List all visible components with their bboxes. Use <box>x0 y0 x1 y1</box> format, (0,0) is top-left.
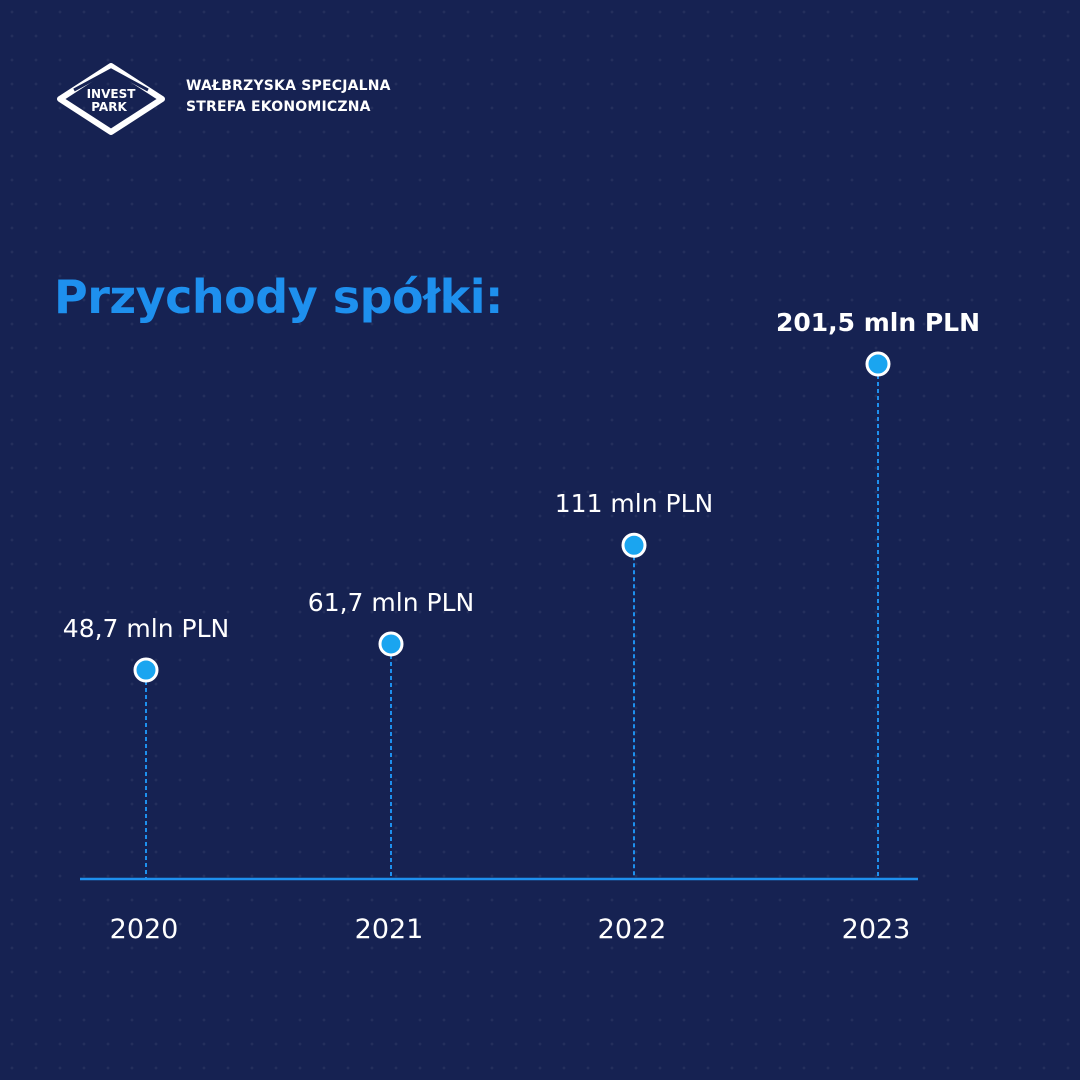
data-point <box>865 351 891 377</box>
svg-text:INVEST: INVEST <box>87 87 137 101</box>
brand-name-line2: STREFA EKONOMICZNA <box>186 99 371 115</box>
chart-title: Przychody spółki: <box>54 270 503 324</box>
invest-park-logo: INVEST PARK <box>57 63 165 135</box>
svg-text:PARK: PARK <box>91 100 127 114</box>
data-point <box>621 532 647 558</box>
x-tick-label: 2020 <box>110 914 179 945</box>
brand-name-line1: WAŁBRZYSKA SPECJALNA <box>186 78 391 94</box>
data-label: 201,5 mln PLN <box>776 308 980 337</box>
data-label: 48,7 mln PLN <box>63 614 229 643</box>
data-label: 61,7 mln PLN <box>308 588 474 617</box>
data-point <box>378 631 404 657</box>
brand-name: WAŁBRZYSKA SPECJALNA STREFA EKONOMICZNA <box>186 76 391 118</box>
data-label: 111 mln PLN <box>555 489 713 518</box>
x-tick-label: 2021 <box>355 914 424 945</box>
x-tick-label: 2022 <box>598 914 667 945</box>
x-tick-label: 2023 <box>842 914 911 945</box>
data-point <box>133 657 159 683</box>
